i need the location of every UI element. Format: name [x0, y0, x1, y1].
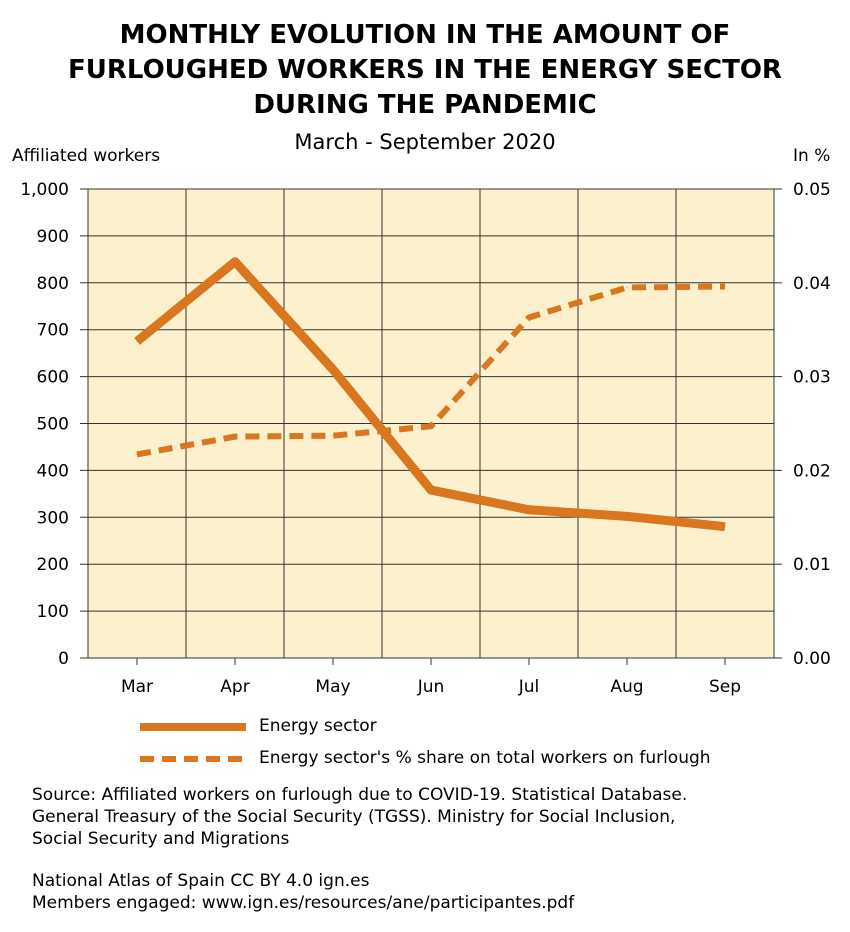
y-tick-label-left: 800	[37, 274, 69, 294]
data-point-share	[332, 435, 334, 437]
y-tick-label-left: 900	[37, 227, 69, 247]
y-tick-label-left: 600	[37, 368, 69, 388]
x-tick-label: Mar	[121, 677, 153, 697]
source-note: Source: Affiliated workers on furlough d…	[32, 784, 687, 850]
source-line: Source: Affiliated workers on furlough d…	[32, 785, 688, 805]
y-tick-label-left: 0	[58, 649, 69, 669]
y-tick-label-right: 0.00	[793, 649, 831, 669]
data-point-share	[430, 425, 432, 427]
y-tick-label-left: 1,000	[20, 180, 69, 200]
x-tick-label: May	[315, 677, 350, 697]
y-tick-label-right: 0.04	[793, 274, 831, 294]
data-point-energy-sector	[724, 526, 726, 528]
data-point-energy-sector	[136, 340, 138, 342]
plot-border	[87, 188, 775, 659]
x-tick-label: Jun	[417, 677, 445, 697]
y-tick-label-left: 200	[37, 555, 69, 575]
data-point-share	[234, 436, 236, 438]
y-tick-label-left: 400	[37, 461, 69, 481]
y-tick-label-left: 500	[37, 415, 69, 435]
x-tick-label: Jul	[518, 677, 540, 697]
y-tick-label-right: 0.01	[793, 555, 831, 575]
y-tick-label-right: 0.05	[793, 180, 831, 200]
y-tick-label-right: 0.02	[793, 461, 831, 481]
chart-title-line: MONTHLY EVOLUTION IN THE AMOUNT OF	[119, 20, 731, 50]
credit-line: Members engaged: www.ign.es/resources/an…	[32, 893, 575, 913]
data-point-energy-sector	[332, 369, 334, 371]
y-tick-label-left: 300	[37, 508, 69, 528]
data-point-energy-sector	[430, 489, 432, 491]
chart-title: MONTHLY EVOLUTION IN THE AMOUNT OF FURLO…	[0, 18, 850, 123]
data-point-share	[136, 453, 138, 455]
y-tick-label-left: 700	[37, 321, 69, 341]
data-point-share	[724, 286, 726, 288]
data-point-energy-sector	[528, 509, 530, 511]
y-tick-label-left: 100	[37, 602, 69, 622]
data-point-share	[626, 286, 628, 288]
credit-line: National Atlas of Spain CC BY 4.0 ign.es	[32, 871, 370, 891]
data-point-energy-sector	[626, 515, 628, 517]
data-point-energy-sector	[234, 261, 236, 263]
x-tick-label: Aug	[610, 677, 643, 697]
chart-title-line: FURLOUGHED WORKERS IN THE ENERGY SECTOR	[68, 55, 782, 85]
y-tick-label-right: 0.03	[793, 368, 831, 388]
legend-label-share: Energy sector's % share on total workers…	[259, 748, 711, 768]
x-tick-label: Apr	[220, 677, 249, 697]
source-line: General Treasury of the Social Security …	[32, 807, 676, 827]
chart-title-line: DURING THE PANDEMIC	[253, 90, 597, 120]
legend-label-energy-sector: Energy sector	[259, 716, 377, 736]
x-tick-label: Sep	[709, 677, 741, 697]
y-axis-right-label: In %	[793, 146, 831, 166]
data-point-share	[528, 317, 530, 319]
y-axis-left-label: Affiliated workers	[12, 146, 161, 166]
chart-subtitle: March - September 2020	[294, 130, 556, 154]
credits-note: National Atlas of Spain CC BY 4.0 ign.es…	[32, 870, 574, 914]
source-line: Social Security and Migrations	[32, 829, 290, 849]
